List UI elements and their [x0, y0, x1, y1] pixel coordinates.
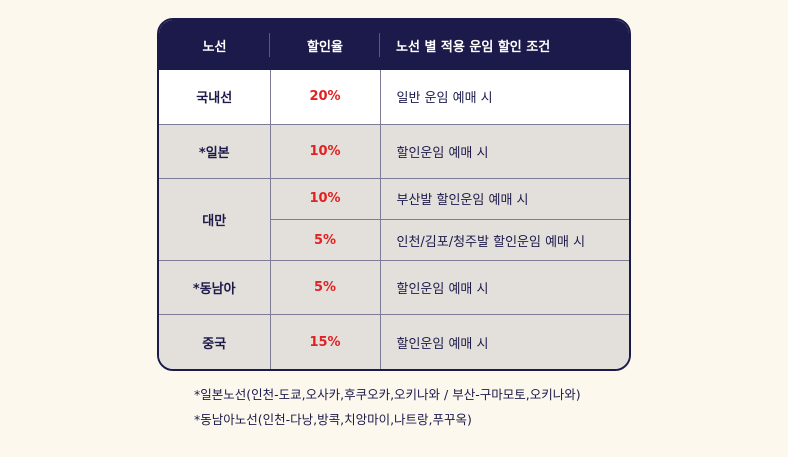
- table-header-row: 노선 할인율 노선 별 적용 운임 할인 조건: [159, 20, 629, 70]
- header-route: 노선: [159, 20, 270, 70]
- table-row-domestic: 국내선 20% 일반 운임 예매 시: [159, 70, 629, 125]
- condition-cell: 인천/김포/청주발 할인운임 예매 시: [380, 218, 629, 261]
- header-condition: 노선 별 적용 운임 할인 조건: [396, 39, 551, 55]
- route-cell: 대만: [159, 177, 271, 261]
- condition-cell: 할인운임 예매 시: [380, 314, 629, 369]
- table-row-china: 중국 15% 할인운임 예매 시: [159, 314, 629, 369]
- discount-table: 노선 할인율 노선 별 적용 운임 할인 조건 국내선 20% 일반 운임 예매…: [159, 20, 629, 369]
- header-rate: 할인율: [270, 20, 380, 70]
- route-cell: *동남아: [159, 260, 271, 315]
- rate-cell: 5%: [270, 218, 381, 261]
- condition-cell: 할인운임 예매 시: [380, 260, 629, 315]
- rate-cell: 10%: [270, 123, 381, 179]
- route-cell: *일본: [159, 123, 271, 179]
- route-cell: 중국: [159, 314, 271, 369]
- condition-cell: 할인운임 예매 시: [380, 123, 629, 179]
- route-cell: 국내선: [159, 70, 271, 125]
- rate-cell: 20%: [270, 70, 381, 125]
- rate-cell: 15%: [270, 314, 381, 369]
- footnote-southeast-asia: *동남아노선(인천-다낭,방콕,치앙마이,나트랑,푸꾸옥): [194, 412, 472, 427]
- condition-cell: 일반 운임 예매 시: [380, 70, 629, 125]
- rate-cell: 5%: [270, 260, 381, 315]
- table-row-taiwan-2: 5% 인천/김포/청주발 할인운임 예매 시: [159, 218, 629, 261]
- footnotes: *일본노선(인천-도쿄,오사카,후쿠오카,오키나와 / 부산-구마모토,오키나와…: [194, 382, 581, 432]
- table-row-southeast-asia: *동남아 5% 할인운임 예매 시: [159, 260, 629, 315]
- table-row-taiwan-1: 대만 10% 부산발 할인운임 예매 시: [159, 177, 629, 261]
- condition-cell: 부산발 할인운임 예매 시: [380, 177, 629, 220]
- table-row-japan: *일본 10% 할인운임 예매 시: [159, 123, 629, 179]
- discount-table-container: 노선 할인율 노선 별 적용 운임 할인 조건 국내선 20% 일반 운임 예매…: [157, 18, 631, 371]
- rate-cell: 10%: [270, 177, 381, 220]
- footnote-japan: *일본노선(인천-도쿄,오사카,후쿠오카,오키나와 / 부산-구마모토,오키나와…: [194, 387, 581, 402]
